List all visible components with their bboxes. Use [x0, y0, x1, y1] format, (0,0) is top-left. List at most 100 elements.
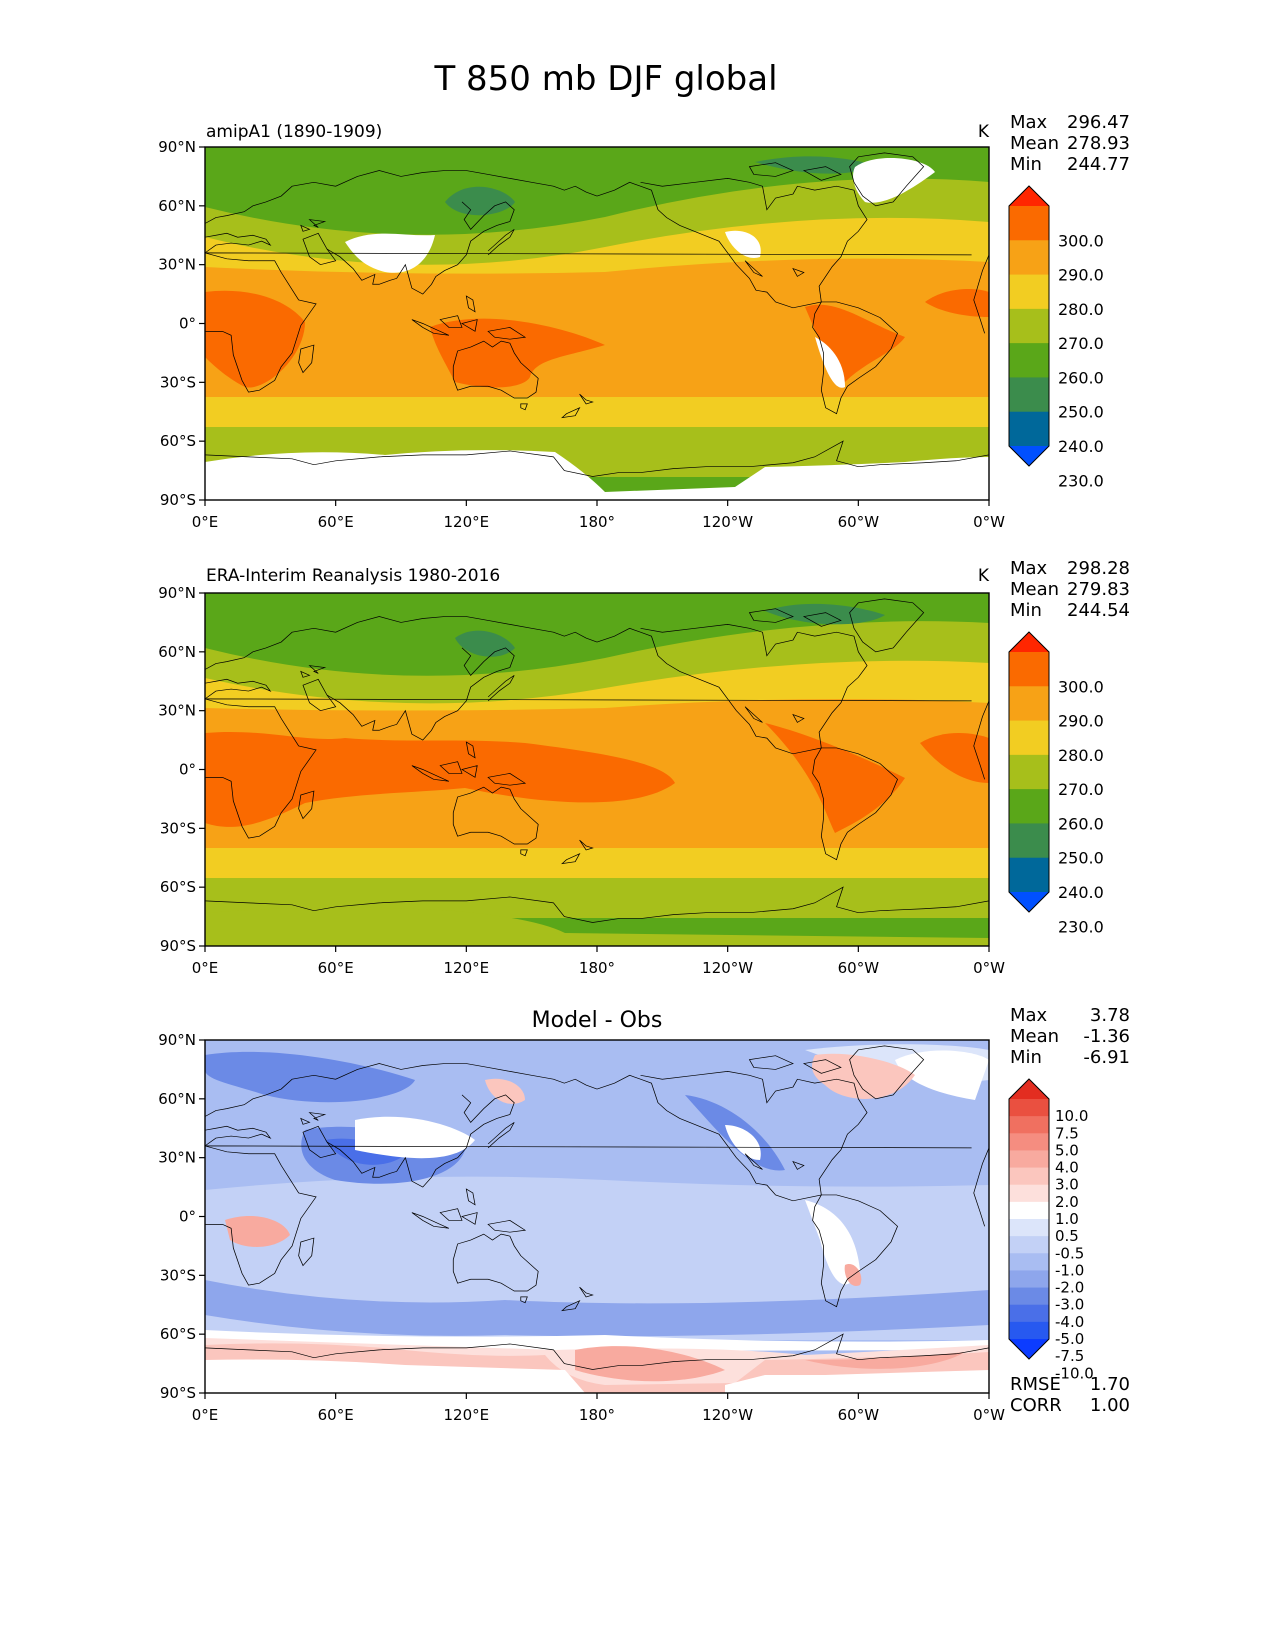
lon-tick-label: 120°E: [444, 959, 490, 977]
units-label: K: [978, 122, 990, 142]
colorbar-segment: [1009, 1253, 1049, 1271]
colorbar-segment: [1009, 308, 1049, 344]
colorbar-segment: [1009, 274, 1049, 310]
lon-tick-label: 120°W: [702, 513, 753, 531]
colorbar: 300.0 290.0 280.0 270.0 260.0 250.0 240.0 230.0: [1008, 631, 1104, 936]
colorbar-label: -4.0: [1055, 1313, 1084, 1331]
colorbar-segment: [1009, 754, 1049, 790]
colorbar-label: 270.0: [1058, 334, 1104, 353]
colorbar-segment: [1009, 1099, 1049, 1117]
stat-value: 244.77: [1067, 154, 1130, 175]
lat-tick-label: 60°N: [158, 643, 196, 661]
lon-tick-label: 60°W: [838, 513, 880, 531]
colorbar-label: 280.0: [1058, 746, 1104, 765]
lat-tick-label: 30°N: [158, 1149, 196, 1167]
metric-label: CORR: [1010, 1395, 1062, 1416]
colorbar-segment: [1009, 686, 1049, 722]
stat-value: 298.28: [1067, 558, 1130, 579]
panel-title: Model - Obs: [532, 1008, 663, 1033]
lat-tick-label: 90°N: [158, 584, 196, 602]
colorbar-segment: [1009, 240, 1049, 276]
stat-label: Min: [1010, 600, 1042, 621]
colorbar-segment: [1009, 343, 1049, 378]
map-observed-temperature: [205, 593, 989, 946]
lon-tick-label: 0°W: [973, 1406, 1005, 1424]
stat-label: Max: [1010, 1005, 1048, 1026]
lon-tick-label: 120°W: [702, 1406, 753, 1424]
stat-label: Max: [1010, 112, 1048, 133]
colorbar-extend-min: [1009, 1339, 1049, 1359]
lon-tick-label: 60°E: [318, 1406, 354, 1424]
stat-value: -1.36: [1083, 1026, 1130, 1047]
stat-label: Mean: [1010, 579, 1059, 600]
lat-tick-label: 90°N: [158, 138, 196, 156]
colorbar-label: 4.0: [1055, 1159, 1079, 1177]
colorbar-label: 1.0: [1055, 1210, 1079, 1228]
colorbar-label: -7.5: [1055, 1347, 1084, 1365]
colorbar-label: -1.0: [1055, 1261, 1084, 1279]
colorbar-label: 250.0: [1058, 849, 1104, 868]
colorbar-segment: [1009, 857, 1049, 893]
colorbar-segment: [1009, 1150, 1049, 1169]
colorbar-label: 290.0: [1058, 712, 1104, 731]
colorbar-label: 3.0: [1055, 1176, 1079, 1194]
colorbar-outline: [1008, 185, 1050, 467]
colorbar-segment: [1009, 411, 1049, 447]
stat-value: 296.47: [1067, 112, 1130, 133]
lon-tick-label: 0°E: [192, 959, 219, 977]
lon-tick-label: 120°E: [444, 513, 490, 531]
colorbar-extend-min: [1009, 446, 1049, 466]
colorbar-segment: [1009, 377, 1049, 413]
colorbar-segment: [1009, 1201, 1049, 1220]
colorbar-label: 290.0: [1058, 266, 1104, 285]
lat-tick-label: 90°S: [160, 1384, 196, 1402]
colorbar-label: 240.0: [1058, 883, 1104, 902]
lat-tick-label: 60°S: [160, 432, 196, 450]
lat-tick-label: 0°: [179, 315, 196, 333]
colorbar-extend-max: [1009, 186, 1049, 206]
colorbar-outline: [1008, 1078, 1050, 1360]
map-model-temperature: [205, 147, 989, 500]
colorbar-label: 230.0: [1058, 471, 1104, 490]
colorbar-segment: [1009, 1116, 1049, 1134]
stats-layer: Max 296.47 Mean 278.93 Min 244.77 Max 298.28 Mea…: [1010, 112, 1130, 1416]
colorbar-label: -10.0: [1055, 1364, 1094, 1382]
stat-label: Min: [1010, 154, 1042, 175]
colorbar-segment: [1009, 206, 1049, 241]
colorbar-label: 260.0: [1058, 368, 1104, 387]
metric-label: RMSE: [1010, 1374, 1061, 1395]
lat-tick-label: 90°N: [158, 1031, 196, 1049]
colorbar-label: 240.0: [1058, 437, 1104, 456]
stat-value: 279.83: [1067, 579, 1130, 600]
colorbar-extend-max: [1009, 1079, 1049, 1099]
colorbar-segment: [1009, 1287, 1049, 1306]
colorbar-label: -0.5: [1055, 1244, 1084, 1262]
colorbar-label: 300.0: [1058, 677, 1104, 696]
colorbar-label: -2.0: [1055, 1279, 1084, 1297]
stat-label: Max: [1010, 558, 1048, 579]
lat-tick-label: 60°S: [160, 878, 196, 896]
metric-value: 1.00: [1090, 1395, 1130, 1416]
colorbar-segment: [1009, 1167, 1049, 1186]
colorbar-label: 0.5: [1055, 1227, 1079, 1245]
colorbar-label: 300.0: [1058, 231, 1104, 250]
stat-label: Mean: [1010, 133, 1059, 154]
lon-tick-label: 0°W: [973, 959, 1005, 977]
colorbar-segment: [1009, 720, 1049, 756]
stat-value: 278.93: [1067, 133, 1130, 154]
lat-tick-label: 60°S: [160, 1325, 196, 1343]
colorbar-label: 5.0: [1055, 1141, 1079, 1159]
colorbar-segment: [1009, 652, 1049, 687]
colorbar-label: 2.0: [1055, 1193, 1079, 1211]
colorbar-segment: [1009, 823, 1049, 859]
lon-tick-label: 60°W: [838, 1406, 880, 1424]
colorbar-segment: [1009, 1219, 1049, 1237]
lon-tick-label: 60°W: [838, 959, 880, 977]
panel-subtitle: ERA-Interim Reanalysis 1980-2016: [206, 566, 500, 586]
lon-tick-label: 180°: [579, 959, 615, 977]
lat-tick-label: 30°N: [158, 702, 196, 720]
colorbar-segment: [1009, 1184, 1049, 1203]
colorbar-label: 230.0: [1058, 917, 1104, 936]
stat-label: Mean: [1010, 1026, 1059, 1047]
